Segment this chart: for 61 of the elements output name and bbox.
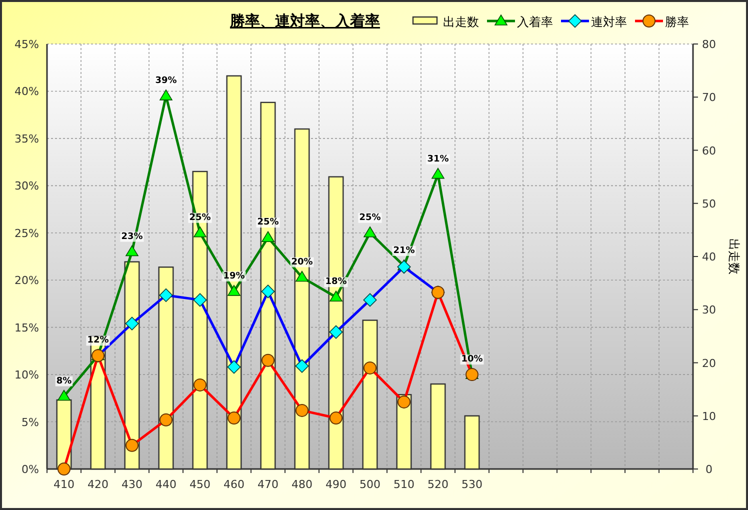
y2-tick-label: 60: [702, 144, 716, 158]
data-label: 18%: [325, 277, 347, 288]
data-label: 23%: [121, 232, 143, 242]
x-tick-label: 430: [122, 478, 142, 491]
data-label: 31%: [427, 154, 449, 164]
point: [194, 226, 206, 238]
y2-tick-label: 40: [702, 250, 716, 264]
point: [262, 231, 274, 242]
x-tick-label: 490: [326, 478, 346, 491]
y-tick-label: 20%: [14, 274, 39, 288]
point: [58, 390, 70, 401]
y2-tick-label: 20: [702, 356, 716, 370]
y-tick-label: 45%: [14, 38, 39, 51]
data-label: 25%: [189, 212, 211, 223]
data-label: 12%: [87, 336, 109, 346]
x-tick-label: 440: [156, 478, 176, 491]
y2-tick-label: 10: [702, 410, 716, 423]
y-tick-label: 30%: [14, 180, 39, 193]
x-tick-label: 530: [462, 478, 482, 491]
point: [126, 245, 138, 256]
x-tick-label: 470: [258, 478, 278, 491]
y2-tick-label: 0: [706, 463, 712, 476]
x-tick-label: 410: [54, 478, 74, 491]
data-label: 10%: [461, 354, 483, 365]
point: [432, 168, 444, 179]
x-tick-label: 450: [190, 478, 210, 491]
legend-label: 出走数: [443, 15, 479, 29]
data-label: 8%: [56, 376, 72, 386]
point: [330, 290, 342, 302]
y2-tick-label: 80: [702, 38, 716, 51]
x-tick-label: 420: [88, 478, 108, 491]
point: [228, 285, 240, 296]
x-tick-label: 510: [394, 478, 414, 491]
y-tick-label: 5%: [22, 416, 39, 429]
y-tick-label: 15%: [14, 321, 39, 334]
legend-label: 入着率: [517, 15, 553, 29]
point: [364, 226, 376, 238]
x-tick-label: 460: [224, 478, 244, 491]
data-label: 25%: [257, 218, 279, 228]
data-label: 25%: [359, 212, 381, 223]
y2-tick-label: 30: [702, 304, 716, 317]
x-tick-label: 520: [428, 478, 448, 491]
y-tick-label: 25%: [14, 226, 39, 240]
y2-axis-title: 出走数: [727, 238, 741, 274]
y-tick-label: 0%: [22, 463, 39, 476]
legend-label: 勝率: [665, 15, 689, 29]
data-label: 39%: [155, 76, 177, 86]
x-tick-label: 480: [292, 478, 312, 491]
data-label: 20%: [291, 257, 313, 268]
y2-tick-label: 50: [702, 197, 716, 210]
data-label: 21%: [393, 246, 415, 256]
y-tick-label: 40%: [14, 85, 39, 98]
x-tick-label: 500: [360, 478, 380, 491]
y2-tick-label: 70: [702, 91, 716, 104]
point: [296, 270, 308, 282]
y-tick-label: 10%: [14, 368, 39, 382]
point: [160, 90, 172, 100]
legend-label: 連対率: [591, 15, 627, 29]
chart-title: 勝率、連対率、入着率: [229, 12, 380, 30]
data-label: 19%: [223, 271, 245, 282]
y-tick-label: 35%: [14, 132, 39, 146]
